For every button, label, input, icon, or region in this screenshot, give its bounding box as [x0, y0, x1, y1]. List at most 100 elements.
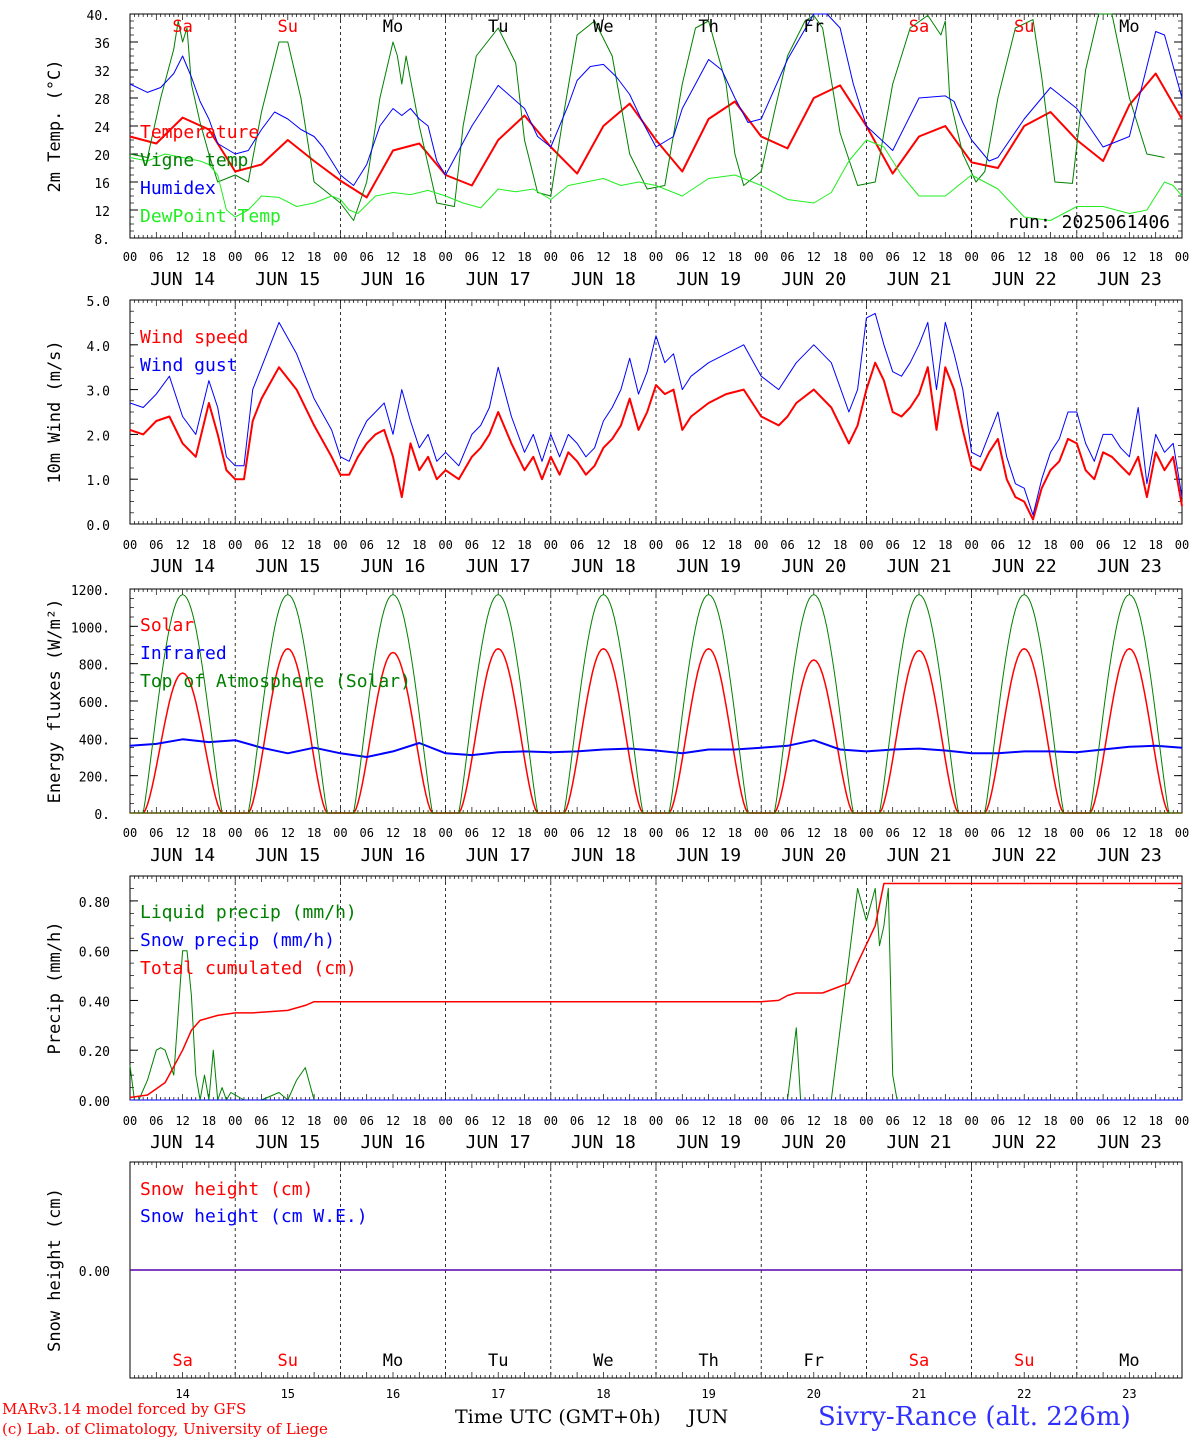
hour-tick-label: 00: [333, 1114, 347, 1128]
station-label: Sivry-Rance (alt. 226m): [818, 1402, 1131, 1432]
hour-tick-label: 00: [1070, 826, 1084, 840]
hour-tick-label: 18: [1043, 538, 1057, 552]
hour-tick-label: 18: [728, 1114, 742, 1128]
hour-tick-label: 00: [964, 1114, 978, 1128]
hour-tick-label: 00: [859, 538, 873, 552]
lab-credit: (c) Lab. of Climatology, University of L…: [2, 1420, 328, 1438]
day-name: Su: [278, 17, 298, 37]
hour-tick-label: 18: [412, 1114, 426, 1128]
y-axis-label: 10m Wind (m/s): [45, 340, 65, 483]
hour-tick-label: 00: [123, 538, 137, 552]
legend-entry: Liquid precip (mm/h): [140, 902, 357, 923]
y-axis-label: Precip (mm/h): [45, 921, 65, 1054]
day-name: Mo: [383, 1351, 403, 1371]
hour-tick-label: 00: [754, 826, 768, 840]
day-name: Fr: [804, 17, 824, 37]
hour-tick-label: 12: [807, 1114, 821, 1128]
date-label: JUN 21: [886, 269, 951, 290]
day-number: 21: [912, 1387, 926, 1401]
legend-entry: Temperature: [140, 122, 259, 143]
y-tick-label: 20: [94, 149, 110, 164]
hour-tick-label: 12: [701, 250, 715, 264]
hour-tick-label: 00: [438, 1114, 452, 1128]
hour-tick-label: 18: [833, 826, 847, 840]
hour-tick-label: 06: [1096, 250, 1110, 264]
hour-tick-label: 00: [1175, 826, 1189, 840]
hour-tick-label: 06: [359, 250, 373, 264]
series-infrared: [129, 738, 1183, 758]
date-label: JUN 20: [781, 556, 846, 577]
hour-tick-label: 18: [517, 826, 531, 840]
y-tick-label: 24: [94, 121, 110, 136]
y-tick-label: 28: [94, 93, 110, 108]
y-tick-label: 0.40: [79, 995, 110, 1010]
hour-tick-label: 12: [912, 826, 926, 840]
hour-tick-label: 00: [1175, 538, 1189, 552]
hour-tick-label: 18: [1148, 538, 1162, 552]
hour-tick-label: 06: [675, 250, 689, 264]
hour-tick-label: 12: [281, 826, 295, 840]
hour-tick-label: 18: [307, 1114, 321, 1128]
hour-tick-label: 12: [281, 538, 295, 552]
hour-tick-label: 18: [622, 826, 636, 840]
hour-tick-label: 18: [307, 538, 321, 552]
date-label: JUN 20: [781, 269, 846, 290]
hour-tick-label: 06: [254, 538, 268, 552]
date-label: JUN 14: [150, 845, 215, 866]
y-tick-label: 16: [94, 177, 110, 192]
hour-tick-label: 00: [649, 250, 663, 264]
hour-tick-label: 00: [123, 250, 137, 264]
date-label: JUN 14: [150, 1132, 215, 1153]
date-label: JUN 18: [571, 269, 636, 290]
y-tick-label: 400.: [79, 733, 110, 748]
hour-tick-label: 18: [307, 826, 321, 840]
hour-tick-label: 12: [807, 826, 821, 840]
day-name: Sa: [172, 17, 192, 37]
hour-tick-label: 00: [544, 1114, 558, 1128]
hour-tick-label: 12: [807, 538, 821, 552]
hour-tick-label: 12: [1017, 1114, 1031, 1128]
hour-tick-label: 00: [1070, 250, 1084, 264]
hour-tick-label: 00: [438, 826, 452, 840]
legend-entry: Wind speed: [140, 327, 248, 348]
day-name: Th: [698, 1351, 718, 1371]
y-tick-label: 200.: [79, 771, 110, 786]
hour-tick-label: 12: [807, 250, 821, 264]
hour-tick-label: 06: [780, 250, 794, 264]
hour-tick-label: 12: [491, 538, 505, 552]
panel-2: 0.0 1.0 2.0 3.0 4.0 5.0 10m Wind (m/s) Wind spe…: [45, 295, 1189, 577]
y-tick-label: 12: [94, 205, 110, 220]
day-number: 20: [807, 1387, 821, 1401]
hour-tick-label: 18: [622, 250, 636, 264]
hour-tick-label: 06: [780, 538, 794, 552]
hour-tick-label: 18: [728, 538, 742, 552]
date-label: JUN 16: [360, 269, 425, 290]
day-number: 15: [281, 1387, 295, 1401]
y-axis-label: Energy fluxes (W/m²): [45, 599, 65, 804]
hour-tick-label: 06: [1096, 1114, 1110, 1128]
hour-tick-label: 06: [359, 538, 373, 552]
hour-tick-label: 06: [570, 538, 584, 552]
hour-tick-label: 18: [938, 826, 952, 840]
hour-tick-label: 18: [412, 538, 426, 552]
legend-entry: Infrared: [140, 643, 227, 664]
hour-tick-label: 06: [675, 1114, 689, 1128]
y-tick-label: 1200.: [71, 584, 110, 599]
hour-tick-label: 00: [123, 826, 137, 840]
date-label: JUN 17: [466, 1132, 531, 1153]
hour-tick-label: 00: [333, 826, 347, 840]
hour-tick-label: 00: [228, 538, 242, 552]
hour-tick-label: 00: [649, 826, 663, 840]
hour-tick-label: 18: [517, 1114, 531, 1128]
hour-tick-label: 18: [1043, 826, 1057, 840]
hour-tick-label: 18: [833, 1114, 847, 1128]
hour-tick-label: 18: [517, 250, 531, 264]
hour-tick-label: 06: [465, 250, 479, 264]
y-axis-label: 2m Temp. (°C): [45, 59, 65, 192]
hour-tick-label: 18: [728, 250, 742, 264]
hour-tick-label: 06: [885, 250, 899, 264]
hour-tick-label: 18: [1148, 1114, 1162, 1128]
hour-tick-label: 12: [596, 1114, 610, 1128]
hour-tick-label: 06: [254, 1114, 268, 1128]
